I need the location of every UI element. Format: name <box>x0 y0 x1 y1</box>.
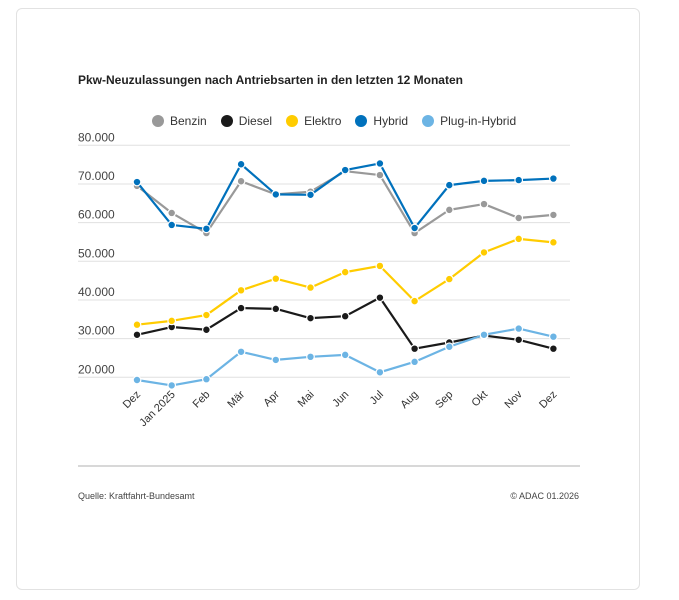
legend-marker <box>422 115 435 127</box>
data-point <box>410 223 420 233</box>
source-note: Quelle: Kraftfahrt-Bundesamt <box>78 491 195 501</box>
x-tick-label: Mär <box>225 388 247 410</box>
data-point <box>201 374 211 384</box>
data-point <box>236 303 246 313</box>
data-point <box>375 293 385 303</box>
data-point <box>167 208 177 218</box>
legend-marker <box>152 115 164 127</box>
y-tick-label: 70.000 <box>78 169 115 183</box>
x-tick-label: Aug <box>398 389 420 411</box>
data-point <box>167 220 177 230</box>
data-point <box>375 159 385 168</box>
legend-label: Diesel <box>238 114 273 128</box>
data-point <box>549 344 558 354</box>
data-point <box>132 375 142 385</box>
legend-item: Benzin <box>152 114 207 128</box>
chart-title: Pkw-Neuzulassungen nach Antriebsarten in… <box>78 73 463 87</box>
data-point <box>375 261 385 271</box>
data-point <box>514 175 524 185</box>
legend-marker <box>286 115 299 127</box>
y-tick-label: 60.000 <box>78 208 115 222</box>
x-tick-label: Okt <box>470 389 491 410</box>
data-point <box>340 165 350 175</box>
data-point <box>479 199 489 209</box>
legend-label: Plug-in-Hybrid <box>440 114 517 128</box>
data-point <box>236 159 246 169</box>
data-point <box>514 335 524 345</box>
data-point <box>444 205 454 215</box>
data-point <box>132 320 142 330</box>
data-point <box>167 316 177 326</box>
x-tick-label: Dez <box>121 389 143 411</box>
legend-marker <box>355 115 368 127</box>
legend: Benzin Diesel Elektro Hybrid Plug-in-Hybrid <box>152 114 516 128</box>
x-tick-label: Nov <box>503 388 526 411</box>
data-point <box>410 357 420 367</box>
data-point <box>549 174 558 183</box>
x-tick-label: Apr <box>261 388 282 409</box>
data-point <box>167 381 177 390</box>
legend-item: Plug-in-Hybrid <box>422 114 516 128</box>
data-point <box>306 283 315 292</box>
data-point <box>549 237 558 247</box>
data-point <box>479 176 489 186</box>
legend-item: Hybrid <box>355 114 408 128</box>
legend-label: Hybrid <box>373 114 409 128</box>
data-point <box>201 310 211 320</box>
data-point <box>340 311 350 321</box>
data-point <box>479 248 489 257</box>
data-point <box>549 210 558 220</box>
y-tick-label: 40.000 <box>78 285 115 299</box>
data-point <box>375 170 385 180</box>
copyright: © ADAC 01.2026 <box>510 491 579 501</box>
data-point <box>340 267 350 277</box>
data-point <box>549 332 558 342</box>
data-point <box>132 177 142 187</box>
legend-marker <box>220 115 233 127</box>
data-point <box>271 355 281 365</box>
data-point <box>514 213 524 223</box>
data-point <box>306 313 315 323</box>
data-point <box>514 234 524 244</box>
y-tick-label: 50.000 <box>78 246 115 260</box>
legend-label: Elektro <box>304 114 342 128</box>
x-tick-label: Dez <box>537 389 559 411</box>
data-point <box>201 325 211 335</box>
x-tick-label: Feb <box>191 389 213 411</box>
data-point <box>271 304 281 314</box>
data-point <box>306 352 315 362</box>
series-line-diesel <box>136 296 554 350</box>
data-point <box>271 190 281 199</box>
x-tick-label: Sep <box>433 389 455 411</box>
data-point <box>444 274 454 284</box>
chart-card <box>16 8 640 590</box>
data-point <box>132 330 142 340</box>
data-point <box>271 274 281 284</box>
y-tick-label: 30.000 <box>78 324 115 338</box>
data-point <box>514 324 524 333</box>
x-tick-label: Jan 2025 <box>137 389 177 429</box>
data-point <box>236 176 246 186</box>
data-point <box>236 347 246 357</box>
data-point <box>340 350 350 360</box>
data-point <box>375 367 385 377</box>
data-point <box>444 180 454 190</box>
legend-item: Diesel <box>220 114 273 128</box>
legend-item: Elektro <box>286 114 341 128</box>
data-point <box>236 285 246 295</box>
data-point <box>201 224 211 234</box>
y-tick-label: 80.000 <box>78 130 115 144</box>
data-point <box>410 344 420 354</box>
legend-label: Benzin <box>170 114 207 128</box>
x-tick-label: Mai <box>296 389 317 410</box>
data-point <box>479 330 489 340</box>
x-tick-label: Jul <box>368 389 386 407</box>
x-tick-label: Jun <box>330 389 351 410</box>
data-point <box>410 296 420 306</box>
data-point <box>444 342 454 352</box>
y-tick-label: 20.000 <box>78 362 115 376</box>
data-point <box>306 190 315 200</box>
